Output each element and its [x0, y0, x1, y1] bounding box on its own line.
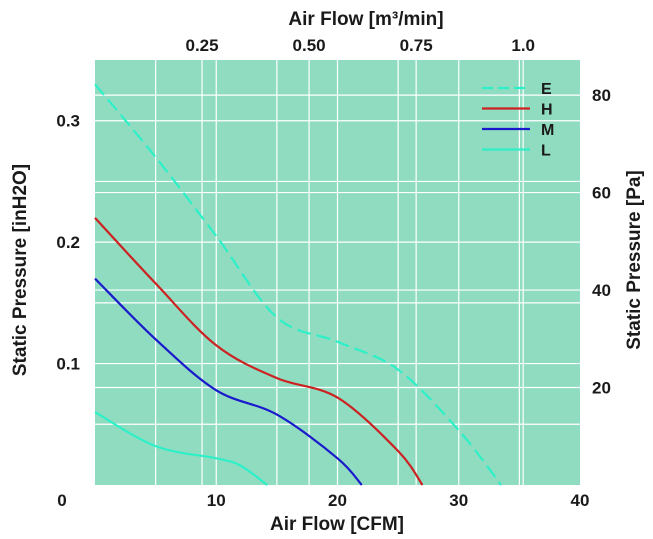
gridlines	[95, 60, 580, 485]
x-tick-label: 10	[207, 491, 226, 510]
y2-axis-title: Static Pressure [Pa]	[624, 170, 645, 350]
y-tick-label: 0.3	[56, 112, 80, 131]
series-curves	[94, 83, 503, 486]
series-line-l	[94, 411, 268, 486]
y-tick-label: 0.1	[56, 355, 80, 374]
x2-tick-label: 1.0	[511, 36, 535, 55]
x-tick-label: 20	[328, 491, 347, 510]
x2-tick-label: 0.50	[293, 36, 326, 55]
x-axis-title: Air Flow [CFM]	[270, 514, 404, 535]
x-tick-label: 40	[571, 491, 590, 510]
series-line-m	[94, 277, 363, 486]
y2-tick-label: 20	[592, 379, 611, 398]
x2-axis-title: Air Flow [m³/min]	[288, 9, 443, 30]
series-line-h	[94, 217, 424, 486]
legend-label-m: M	[541, 122, 554, 139]
x-tick-label: 0	[57, 491, 66, 510]
y-axis-title: Static Pressure [inH2O]	[10, 164, 31, 376]
y2-tick-label: 80	[592, 86, 611, 105]
legend-label-l: L	[541, 143, 551, 160]
y2-tick-label: 60	[592, 184, 611, 203]
x2-tick-label: 0.75	[400, 36, 433, 55]
x2-tick-label: 0.25	[185, 36, 218, 55]
series-line-e	[94, 83, 503, 486]
y2-tick-label: 40	[592, 281, 611, 300]
x-tick-label: 30	[449, 491, 468, 510]
tick-labels: 0 10 20 30 40 0.1 0.2 0.3 0.25 0.50 0.75 1.0 20 40 60 8…	[56, 36, 611, 510]
legend-label-e: E	[541, 81, 552, 98]
y-tick-label: 0.2	[56, 233, 80, 252]
legend-label-h: H	[541, 102, 553, 119]
